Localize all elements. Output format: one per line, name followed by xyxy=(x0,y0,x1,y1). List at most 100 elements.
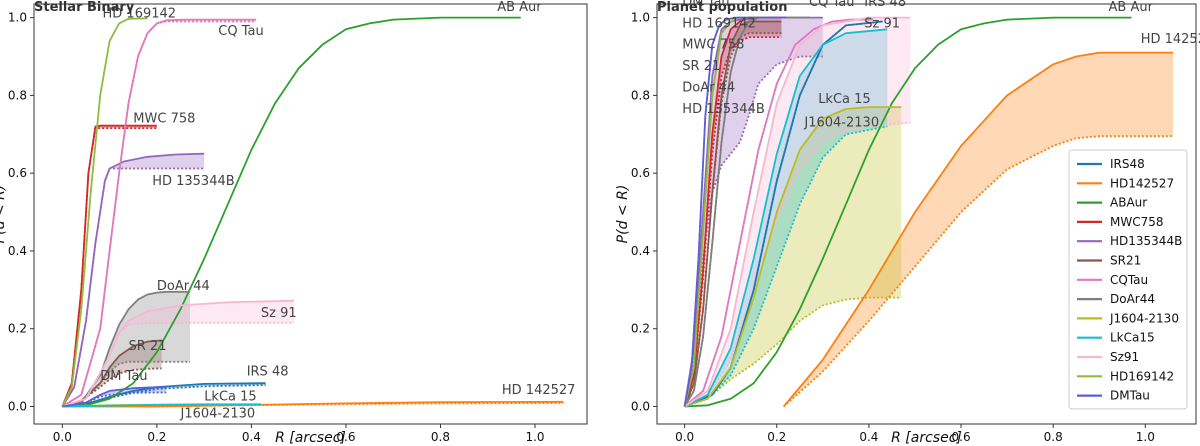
legend-item-sz91: Sz91 xyxy=(1077,350,1139,364)
legend-item-mwc758: MWC758 xyxy=(1077,215,1164,229)
band-sz91 xyxy=(62,300,295,407)
curve-label-doar44: DoAr 44 xyxy=(157,279,210,294)
y-tick-label: 1.0 xyxy=(8,11,27,25)
curve-label-sz91: Sz 91 xyxy=(261,306,297,321)
legend-item-abaur: ABAur xyxy=(1077,196,1147,210)
x-tick-label: 1.0 xyxy=(525,430,544,444)
curve-cqtau xyxy=(684,18,874,408)
curve-label-lkca15: LkCa 15 xyxy=(204,390,257,405)
legend-label: CQTau xyxy=(1110,273,1148,287)
y-tick-label: 0.0 xyxy=(631,400,650,414)
curve-abaur xyxy=(684,16,1132,408)
lower-bound-hd142527 xyxy=(783,135,1173,408)
curve-j1604-2130 xyxy=(684,106,902,408)
y-tick-label: 0.8 xyxy=(631,88,650,102)
panel-planet-population: 0.0 0.2 0.4 0.6 0.8 1.0 0.0 0.2 0.4 0.6 0.8 1.0 R [a… xyxy=(615,0,1200,446)
curve-label-abaur: AB Aur xyxy=(497,0,542,15)
band-lkca15 xyxy=(684,29,888,407)
curve-hd142527 xyxy=(62,400,564,408)
x-axis-label: R [arcsec] xyxy=(275,430,346,446)
y-tick-label: 0.0 xyxy=(8,400,27,414)
curve-hd142527 xyxy=(783,51,1173,408)
legend: IRS48 HD142527 ABAur MWC758 HD135344B SR21 CQT… xyxy=(1068,149,1188,410)
curve-sz91 xyxy=(62,299,295,408)
plot-area xyxy=(34,4,587,424)
curve-lkca15 xyxy=(62,403,261,408)
band-sr21 xyxy=(62,340,162,407)
legend-label: DMTau xyxy=(1110,389,1150,403)
curve-label-sz91: Sz 91 xyxy=(864,16,900,31)
curve-label-lkca15: LkCa 15 xyxy=(818,92,871,107)
legend-label: LkCa15 xyxy=(1110,331,1155,345)
x-tick-label: 0.0 xyxy=(53,430,72,444)
axes-frame xyxy=(33,3,588,425)
legend-label: HD142527 xyxy=(1110,176,1174,190)
x-tick-label: 0.0 xyxy=(675,430,694,444)
legend-item-hd135344b: HD135344B xyxy=(1077,234,1182,248)
y-tick-label: 0.4 xyxy=(8,244,27,258)
curve-hd135344b xyxy=(61,152,205,407)
y-tick-label: 0.4 xyxy=(631,244,650,258)
curve-label-dmtau: DM Tau xyxy=(100,369,147,384)
curve-dmtau xyxy=(62,386,167,408)
legend-label: J1604-2130 xyxy=(1109,311,1179,325)
curve-label-abaur: AB Aur xyxy=(1109,0,1154,15)
legend-item-hd142527: HD142527 xyxy=(1077,176,1174,190)
legend-item-hd169142: HD169142 xyxy=(1077,369,1174,383)
legend-item-lkca15: LkCa15 xyxy=(1077,331,1155,345)
curve-label-hd169142: HD 169142 xyxy=(682,16,756,31)
legend-item-j1604-2130: J1604-2130 xyxy=(1077,311,1179,325)
legend-label: IRS48 xyxy=(1110,157,1145,171)
legend-label: DoAr44 xyxy=(1110,292,1155,306)
curve-label-hd142527: HD 142527 xyxy=(502,383,576,398)
curve-label-j1604-2130: J1604-2130 xyxy=(180,406,256,421)
curve-label-hd169142: HD 169142 xyxy=(103,7,177,22)
curve-lkca15 xyxy=(684,28,888,408)
curve-label-j1604-2130: J1604-2130 xyxy=(803,116,879,131)
band-doar44 xyxy=(62,291,190,407)
band-j1604-2130 xyxy=(684,107,902,407)
panel-title-stellar-binary: Stellar Binary xyxy=(34,0,135,15)
y-tick-label: 0.2 xyxy=(8,322,27,336)
axes-frame xyxy=(656,3,1197,425)
y-tick-label: 0.2 xyxy=(631,322,650,336)
x-axis-label: R [arcsec] xyxy=(891,430,962,446)
curve-label-cqtau: CQ Tau xyxy=(218,24,263,39)
curve-label-cqtau: CQ Tau xyxy=(809,0,854,10)
x-tick-label: 0.2 xyxy=(147,430,166,444)
band-dmtau xyxy=(62,387,167,407)
x-tick-label: 0.4 xyxy=(859,430,878,444)
curve-irs48 xyxy=(62,382,266,408)
legend-item-irs48: IRS48 xyxy=(1077,157,1145,171)
y-tick-label: 0.6 xyxy=(8,166,27,180)
legend-label: ABAur xyxy=(1110,196,1147,210)
y-tick-label: 0.8 xyxy=(8,88,27,102)
x-tick-label: 0.6 xyxy=(336,430,355,444)
legend-label: Sz91 xyxy=(1110,350,1139,364)
x-tick-label: 0.8 xyxy=(1044,430,1063,444)
legend-label: SR21 xyxy=(1110,254,1141,268)
y-axis-label: P(d < R) xyxy=(615,185,631,244)
curve-irs48 xyxy=(684,20,883,408)
series-group xyxy=(61,16,564,408)
legend-label: HD135344B xyxy=(1110,234,1182,248)
x-tick-label: 0.8 xyxy=(431,430,450,444)
curve-label-hd135344b: HD 135344B xyxy=(152,174,234,189)
curve-sr21 xyxy=(683,20,782,407)
curve-label-mwc758: MWC 758 xyxy=(682,38,744,53)
lower-bound-dmtau xyxy=(62,391,167,408)
lower-bound-hd135344b xyxy=(683,55,823,407)
legend-label: MWC758 xyxy=(1110,215,1164,229)
curve-sz91 xyxy=(684,16,911,408)
curve-label-mwc758: MWC 758 xyxy=(133,112,195,127)
curve-label-irs48: IRS 48 xyxy=(864,0,906,10)
curve-label-sr21: SR 21 xyxy=(682,59,720,74)
curve-label-irs48: IRS 48 xyxy=(247,364,289,379)
x-tick-label: 0.6 xyxy=(952,430,971,444)
legend-item-doar44: DoAr44 xyxy=(1077,292,1155,306)
y-tick-label: 0.6 xyxy=(631,166,650,180)
x-tick-label: 0.4 xyxy=(242,430,261,444)
x-tick-label: 1.0 xyxy=(1136,430,1155,444)
curve-label-hd135344b: HD 135344B xyxy=(682,102,764,117)
panel-title-planet-population: Planet population xyxy=(657,0,787,15)
